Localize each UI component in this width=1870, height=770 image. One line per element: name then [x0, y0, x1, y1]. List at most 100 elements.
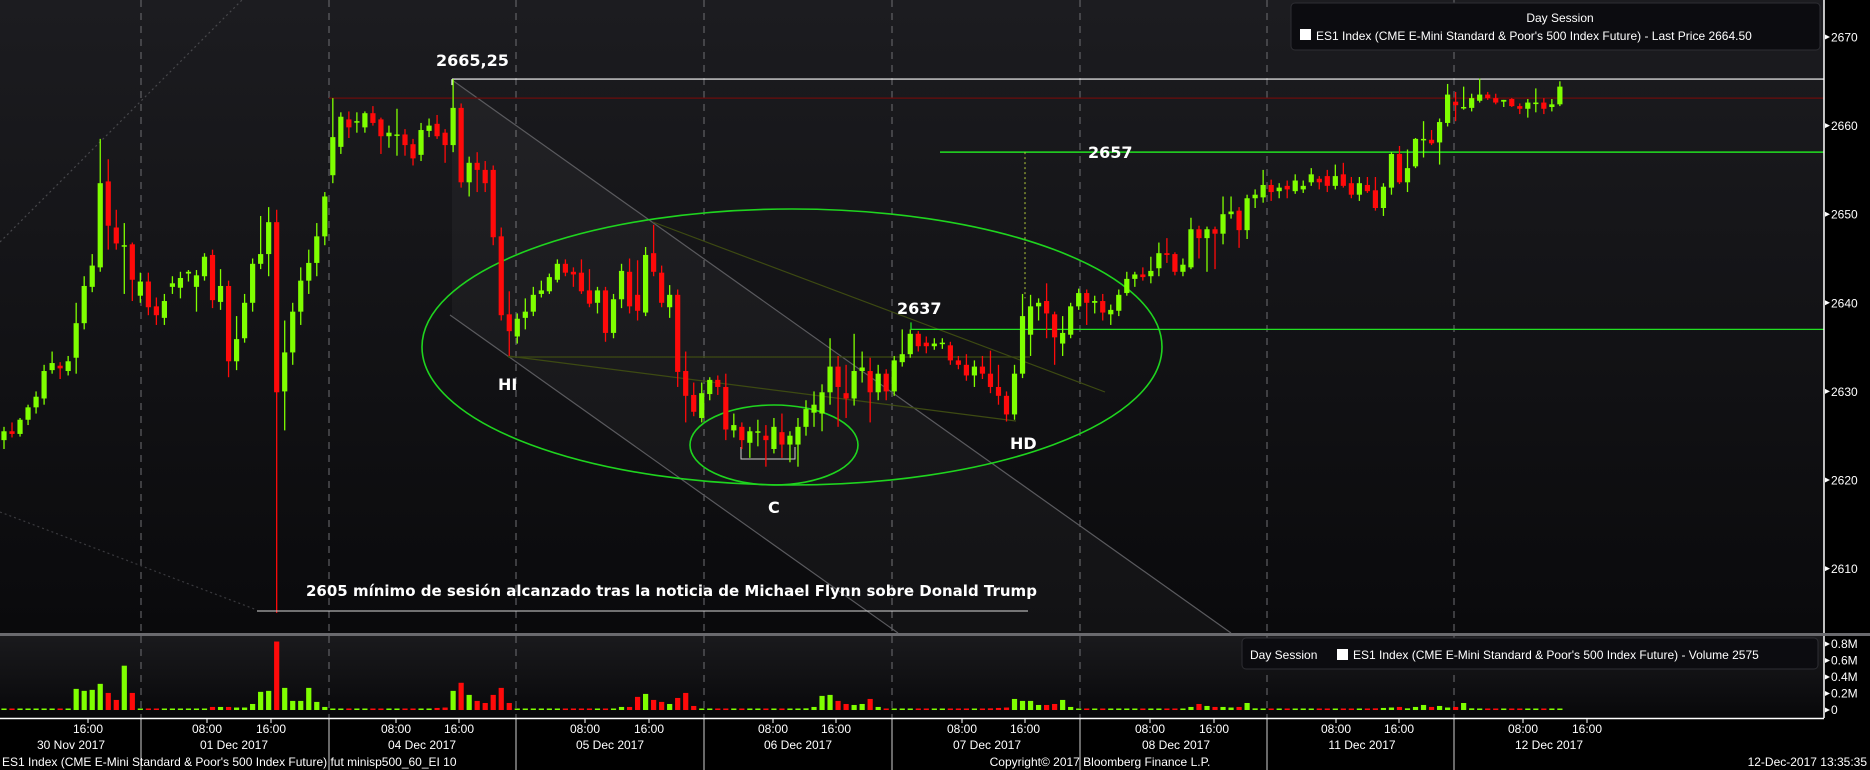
volume-bar: [947, 708, 953, 710]
candle-body: [1549, 104, 1555, 107]
candle-body: [723, 386, 729, 430]
candle: [426, 118, 432, 138]
tick-arrow-icon: [1825, 211, 1830, 217]
candle-body: [426, 125, 432, 131]
candle-body: [1356, 183, 1362, 195]
candle-body: [915, 333, 921, 347]
time-x-axis[interactable]: 16:00 08:00 16:00 08:00 16:00 08:00 16:00 08:00…: [37, 718, 1602, 752]
candle: [1372, 176, 1379, 211]
volume-tick-label: 0.8M: [1831, 637, 1858, 651]
candle-body: [1428, 139, 1435, 144]
candle-body: [161, 301, 167, 318]
candle: [442, 129, 448, 163]
volume-bar: [779, 708, 785, 710]
volume-legend[interactable]: Day Session ES1 Index (CME E-Mini Standa…: [1241, 637, 1819, 670]
volume-bar: [17, 708, 23, 710]
candle: [1324, 169, 1330, 193]
candle-body: [1100, 301, 1106, 313]
dotted-trend-top-left[interactable]: [0, 0, 243, 243]
channel-lower-line[interactable]: [449, 314, 899, 634]
volume-bar: [1252, 708, 1258, 710]
candle-body: [867, 371, 873, 393]
candle: [1092, 295, 1098, 314]
candle: [1453, 91, 1459, 122]
candle-body: [602, 290, 609, 333]
volume-bar: [314, 701, 320, 710]
candle: [1388, 152, 1395, 195]
candle-body: [955, 360, 961, 365]
volume-bar: [538, 708, 544, 710]
candle-body: [298, 280, 304, 312]
candle-body: [1180, 264, 1186, 272]
candle: [1260, 169, 1266, 203]
candle-body: [787, 435, 793, 445]
candle-body: [306, 262, 312, 281]
volume-bar: [643, 693, 649, 710]
x-time-label: 16:00: [1384, 722, 1414, 736]
candle-body: [1044, 301, 1050, 314]
dotted-trend-bottom-left[interactable]: [0, 511, 258, 611]
candle-body: [1436, 122, 1443, 143]
volume-bar: [346, 708, 352, 710]
trend-line-upper[interactable]: [652, 221, 1106, 393]
volume-bar: [242, 707, 248, 710]
trend-line-hi-hd[interactable]: [507, 355, 1017, 422]
candle-body: [819, 392, 825, 414]
volume-bar: [570, 708, 577, 710]
candle: [546, 273, 552, 294]
volume-bar: [594, 708, 601, 710]
volume-bar: [1268, 708, 1274, 710]
volume-bar: [153, 708, 159, 710]
volume-bar: [891, 708, 897, 710]
volume-bar: [915, 708, 921, 710]
volume-bar: [57, 708, 63, 710]
candle-body: [763, 435, 769, 441]
candle: [193, 270, 200, 312]
candle: [843, 364, 849, 418]
candle-body: [1011, 373, 1018, 415]
candle-body: [97, 183, 103, 268]
candle-body: [1284, 185, 1290, 190]
tick-arrow-icon: [1825, 34, 1830, 40]
candle: [1557, 81, 1563, 107]
x-time-label: 16:00: [444, 722, 474, 736]
candle-body: [651, 253, 657, 272]
tick-arrow-icon: [1825, 566, 1830, 572]
candle-body: [177, 277, 184, 288]
candle-body: [145, 281, 151, 308]
candle-body: [1477, 94, 1483, 101]
candle-body: [506, 314, 512, 332]
y-tick-label: 2670: [1831, 31, 1858, 45]
candle: [1156, 242, 1162, 277]
candle-body: [1324, 176, 1330, 186]
candle-body: [1300, 185, 1306, 190]
head-ellipse[interactable]: [689, 404, 859, 486]
volume-bar: [1220, 706, 1226, 710]
price-legend[interactable]: Day Session ES1 Index (CME E-Mini Standa…: [1290, 2, 1821, 51]
volume-y-axis[interactable]: 0 0.2M 0.4M 0.6M 0.8M: [1825, 637, 1858, 717]
candle-body: [626, 271, 633, 307]
volume-bar: [41, 708, 47, 710]
head-label: C: [768, 498, 780, 517]
x-time-label: 08:00: [1508, 722, 1538, 736]
candle-body: [1469, 98, 1475, 108]
shoulder-head-ellipse[interactable]: [421, 208, 1163, 486]
price-y-axis[interactable]: 2610 2620 2630 2640 2650 2660 2670: [1825, 31, 1858, 577]
volume-bar: [1356, 708, 1362, 710]
candle: [1228, 196, 1234, 219]
candle: [1204, 226, 1210, 272]
candle-body: [1348, 183, 1354, 195]
candle-body: [73, 323, 79, 358]
candle-body: [803, 409, 809, 427]
candle-body: [1, 431, 7, 441]
candle: [250, 258, 256, 312]
candle-body: [1132, 274, 1138, 279]
footer-timestamp: 12-Dec-2017 13:35:35: [1748, 755, 1868, 769]
volume-bar: [1428, 706, 1435, 710]
candle: [875, 364, 881, 401]
volume-bar: [177, 708, 184, 710]
volume-bar: [1212, 706, 1218, 710]
candle-body: [963, 364, 969, 376]
candle: [346, 111, 352, 139]
candle: [803, 400, 809, 436]
